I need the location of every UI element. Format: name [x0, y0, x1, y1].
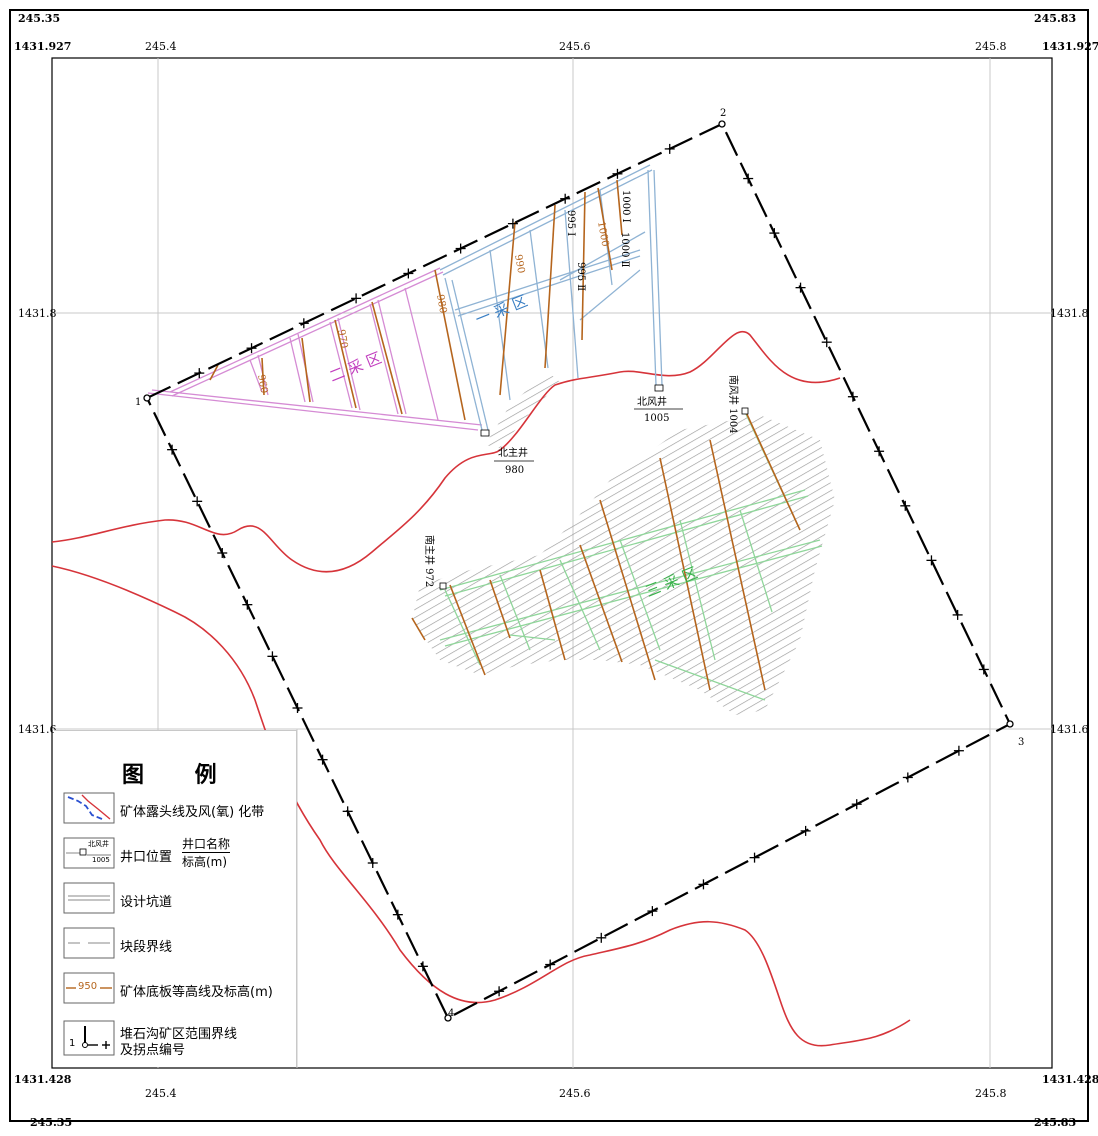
legend-mini-shaft-elev: 1005: [92, 856, 110, 864]
shaft-south-main-label: 南主井 972: [423, 535, 436, 587]
grid-x-label-bottom-2: 245.6: [559, 1087, 591, 1100]
block-label-1000-2: 1000 Ⅱ: [619, 232, 630, 268]
legend-mini-shaft-name: 北风井: [88, 840, 109, 848]
shaft-north-main: 北主井 980: [480, 429, 534, 476]
zone3-tunnels: [439, 411, 823, 701]
grid-y-label-left-2: 1431.6: [18, 723, 57, 736]
legend-item-block: 块段界线: [120, 940, 173, 955]
legend-item-boundary: 堆石沟矿区范围界线: [120, 1027, 238, 1042]
boundary-vertex: [143, 394, 151, 402]
zone2-label: 二 采 区: [327, 349, 384, 386]
grid-x-label-top-1: 245.4: [145, 40, 177, 53]
contour-label-1000: 1000: [595, 221, 610, 248]
corner-bottom-left-y: 1431.428: [14, 1073, 72, 1086]
shaft-north-vent-name: 北风井: [637, 395, 667, 408]
corner-bottom-right-x: 245.83: [1034, 1116, 1076, 1129]
shaft-north-vent-elev: 1005: [644, 413, 669, 424]
boundary-point-3: 3: [1018, 737, 1024, 748]
grid-x-label-bottom-3: 245.8: [975, 1087, 1007, 1100]
grid-y-label-right-1: 1431.8: [1050, 307, 1089, 320]
grid-y-label-left-1: 1431.8: [18, 307, 57, 320]
contour-label-980: 980: [434, 294, 448, 315]
corner-top-right-x: 245.83: [1034, 12, 1076, 25]
block-label-995-2: 995 Ⅱ: [575, 262, 586, 291]
contour-lines: [209, 179, 801, 691]
weathered-zone-north: [485, 372, 560, 448]
boundary-ticks: [143, 120, 1014, 1022]
shaft-south-vent: 南风井 1004: [727, 375, 749, 434]
corner-top-left-x: 245.35: [18, 12, 60, 25]
zone2-tunnels: [147, 267, 483, 431]
boundary-point-4: 4: [448, 1008, 454, 1019]
legend-item-contour: 矿体底板等高线及标高(m): [120, 985, 273, 1000]
legend-item-outcrop: 矿体露头线及风(氧) 化带: [120, 805, 265, 820]
legend-swatch-boundary: [63, 1020, 115, 1056]
contour-label-960: 960: [255, 374, 269, 395]
legend-item-shaft: 井口位置: [120, 850, 173, 865]
block-label-995-1: 995 Ⅰ: [565, 210, 576, 236]
legend-mini-contour: 950: [78, 981, 98, 992]
boundary-vertex: [1006, 720, 1014, 728]
boundary-vertex: [718, 120, 726, 128]
corner-top-left-y: 1431.927: [14, 40, 71, 53]
legend-item-boundary-2: 及拐点编号: [120, 1043, 186, 1058]
grid-x-label-bottom-1: 245.4: [145, 1087, 177, 1100]
boundary-vertex: [444, 1014, 452, 1022]
shaft-south-main: 南主井 972: [423, 535, 447, 590]
corner-top-right-y: 1431.927: [1042, 40, 1098, 53]
legend-swatch-tunnel: [63, 882, 115, 914]
corner-bottom-left-x: 245.35: [30, 1116, 72, 1129]
legend-shaft-label-top: 井口名称: [182, 837, 231, 853]
legend-mini-point: 1: [69, 1038, 76, 1049]
grid-x-label-top-2: 245.6: [559, 40, 591, 53]
legend-item-tunnel: 设计坑道: [120, 895, 173, 910]
zone1-label: 一 采 区: [473, 292, 530, 329]
grid-x-label-top-3: 245.8: [975, 40, 1007, 53]
contour-label-970: 970: [335, 329, 349, 350]
weathered-zone-south: [412, 415, 835, 715]
corner-bottom-right-y: 1431.428: [1042, 1073, 1098, 1086]
shaft-north-vent: 北风井 1005: [634, 384, 683, 424]
shaft-north-main-elev: 980: [505, 465, 524, 476]
legend-title: 图 例: [122, 763, 221, 788]
grid-y-label-right-2: 1431.6: [1050, 723, 1089, 736]
contour-label-990: 990: [512, 254, 526, 275]
boundary-point-2: 2: [720, 108, 726, 119]
legend-shaft-label-bottom: 标高(m): [182, 855, 228, 869]
map-frame-outer: [9, 9, 1089, 1122]
block-label-1000-1: 1000 Ⅰ: [620, 190, 631, 223]
map-frame-inner: [51, 57, 1053, 1069]
shaft-north-main-name: 北主井: [498, 446, 528, 459]
legend: 图 例 矿体露头线及风(氧) 化带 北风井 1005 井口位置 井口名称: [54, 730, 297, 1067]
boundary-point-1: 1: [135, 397, 141, 408]
outcrop-lines: [51, 331, 911, 1047]
shaft-south-vent-label: 南风井 1004: [727, 375, 740, 434]
